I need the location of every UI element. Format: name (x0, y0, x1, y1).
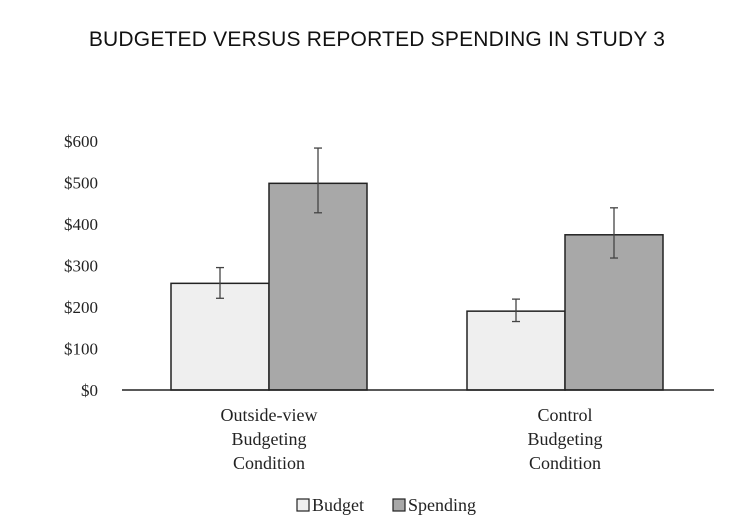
bar-spending-0 (268, 182, 368, 391)
y-tick-label: $300 (64, 257, 98, 276)
category-label-line: Control (537, 405, 592, 425)
y-tick-label: $400 (64, 215, 98, 234)
y-axis-ticks: $0 $100 $200 $300 $400 $500 $600 (64, 132, 98, 400)
legend-label-spending: Spending (408, 495, 476, 515)
y-tick-label: $100 (64, 340, 98, 359)
error-bars-group (216, 147, 618, 323)
bar-spending-1 (564, 234, 664, 391)
legend-swatch-spending (392, 498, 406, 512)
category-label-line: Condition (529, 453, 601, 473)
category-label-line: Budgeting (232, 429, 307, 449)
category-labels: Outside-view Budgeting Condition Control Bud… (221, 405, 603, 473)
chart-title: BUDGETED VERSUS REPORTED SPENDING IN STU… (88, 28, 666, 51)
y-tick-label: $500 (64, 174, 98, 193)
bar-budget-1 (466, 310, 566, 391)
category-label-line: Budgeting (528, 429, 603, 449)
y-tick-label: $600 (64, 132, 98, 151)
y-tick-label: $0 (81, 381, 98, 400)
legend-swatch-budget (296, 498, 310, 512)
legend-label-budget: Budget (312, 495, 364, 515)
category-label-line: Condition (233, 453, 305, 473)
legend: Budget Spending (296, 495, 476, 515)
bar-budget-0 (170, 282, 270, 391)
bars-group (170, 182, 664, 391)
category-label-line: Outside-view (221, 405, 318, 425)
y-tick-label: $200 (64, 298, 98, 317)
